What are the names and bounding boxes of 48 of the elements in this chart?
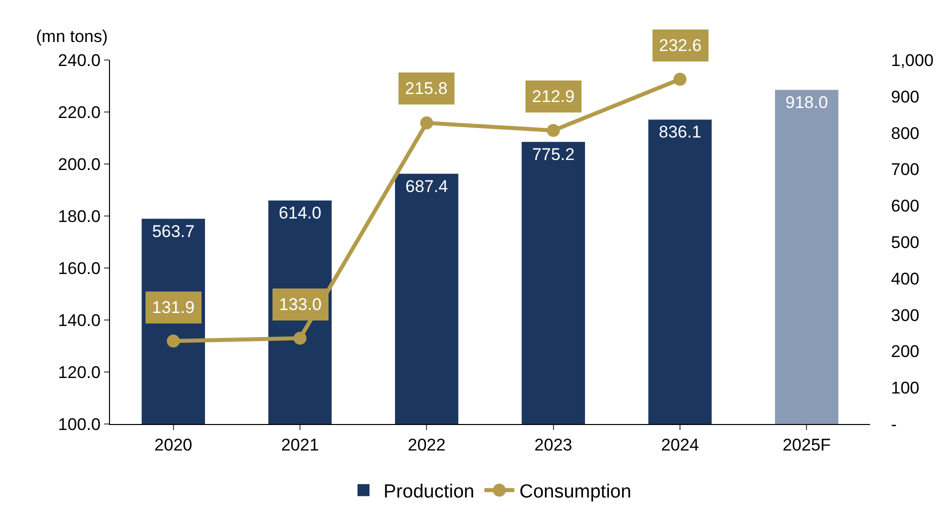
- data-label: 212.9: [532, 87, 575, 106]
- data-label: 614.0: [278, 204, 322, 222]
- x-tick-label: 2020: [154, 435, 192, 454]
- y-tick-label: 120.0: [58, 362, 101, 382]
- y-tick-label: 100.0: [58, 414, 101, 434]
- y-tick-label: 160.0: [58, 258, 101, 278]
- data-label: 775.2: [532, 144, 575, 164]
- y-tick-label: 180.0: [58, 206, 101, 226]
- y-tick-label: 240.0: [58, 50, 101, 70]
- point: [674, 72, 686, 86]
- x-tick-label: 2025F: [782, 435, 831, 454]
- data-label: 563.7: [152, 222, 195, 241]
- data-label: 232.6: [659, 36, 702, 55]
- x-tick-label: 2023: [534, 435, 572, 454]
- x-tick-label: 2024: [661, 435, 699, 454]
- y2-tick-label: 600: [891, 196, 920, 216]
- y2-tick-label: 700: [891, 160, 920, 180]
- y2-tick-label: 100: [891, 378, 920, 398]
- y-tick-label: 200.0: [58, 154, 101, 174]
- y2-tick-label: 800: [891, 124, 920, 143]
- x-tick-label: 2021: [281, 435, 319, 454]
- bar: [775, 90, 838, 424]
- y2-tick-label: 200: [891, 342, 920, 362]
- x-tick-label: 2022: [408, 435, 446, 454]
- point: [420, 116, 434, 130]
- data-label: 215.8: [405, 79, 448, 98]
- y-tick-label: 220.0: [58, 102, 101, 122]
- data-label: 918.0: [785, 92, 828, 112]
- legend-label: Consumption: [519, 482, 632, 503]
- point: [546, 124, 560, 137]
- bar: [648, 120, 712, 424]
- y2-tick-label: -: [891, 414, 897, 434]
- y2-tick-label: 400: [891, 269, 920, 288]
- legend-label: Production: [384, 482, 474, 503]
- y2-tick-label: 300: [891, 306, 920, 325]
- data-label: 687.4: [405, 176, 448, 196]
- data-label: 131.9: [152, 298, 195, 317]
- data-label: 836.1: [658, 122, 702, 142]
- y-axis-title: (mn tons): [36, 27, 108, 46]
- bar: [395, 174, 458, 424]
- y2-tick-label: 900: [891, 87, 920, 106]
- point: [166, 334, 180, 348]
- y2-tick-label: 1,000: [891, 50, 934, 70]
- y2-tick-label: 500: [891, 232, 920, 252]
- bar: [522, 142, 585, 424]
- data-label: 133.0: [279, 295, 322, 314]
- y-tick-label: 140.0: [58, 310, 101, 330]
- point: [294, 332, 306, 345]
